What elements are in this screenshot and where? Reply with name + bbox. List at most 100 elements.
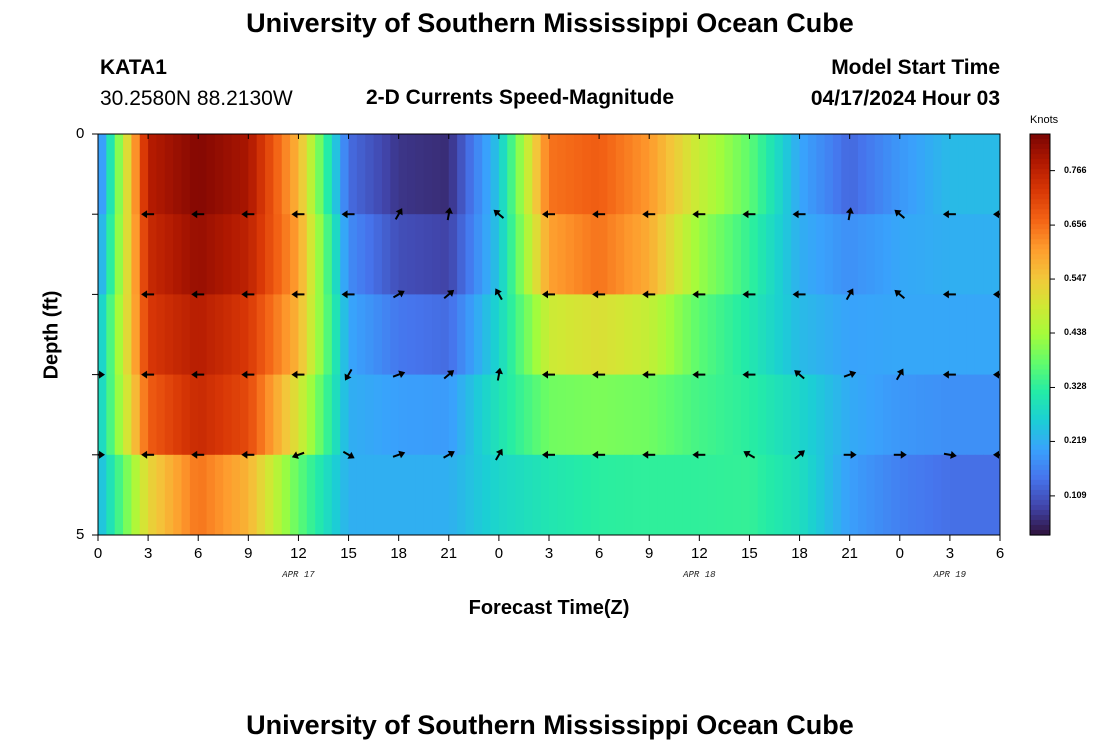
heatmap-cell: [106, 214, 116, 295]
colorbar-tick-label: 0.328: [1064, 381, 1087, 392]
current-arrow: [141, 370, 155, 379]
heatmap-cell: [599, 134, 609, 215]
x-tick-label: 3: [945, 545, 955, 562]
heatmap-cell: [565, 134, 575, 215]
heatmap-cell: [239, 454, 249, 535]
current-arrow: [141, 450, 155, 459]
heatmap-cell: [966, 214, 976, 295]
heatmap-cell: [866, 134, 876, 215]
heatmap-cell: [290, 374, 300, 456]
heatmap-cell: [615, 134, 625, 215]
heatmap-cell: [991, 294, 1000, 376]
heatmap-cell: [682, 454, 692, 535]
heatmap-cell: [716, 134, 725, 215]
heatmap-cell: [507, 454, 517, 535]
heatmap-cell: [916, 294, 926, 376]
x-tick-label: 0: [494, 545, 504, 562]
current-arrow: [894, 209, 906, 219]
heatmap-cell: [340, 134, 350, 215]
heatmap-cell: [298, 214, 308, 295]
current-arrow: [692, 450, 706, 459]
heatmap-cell: [858, 134, 867, 215]
heatmap-cell: [933, 454, 943, 535]
colorbar-swatch: [1030, 514, 1050, 521]
heatmap-cell: [440, 294, 450, 376]
heatmap-cell: [615, 374, 625, 456]
heatmap-cell: [306, 454, 316, 535]
heatmap-cell: [858, 454, 867, 535]
heatmap-cell: [941, 294, 951, 376]
current-arrow: [943, 451, 957, 459]
heatmap-cell: [791, 134, 801, 215]
heatmap-cell: [498, 294, 508, 376]
colorbar-swatch: [1030, 399, 1050, 406]
heatmap-cell: [924, 134, 934, 215]
heatmap-cell: [674, 294, 684, 376]
heatmap-cell: [958, 374, 968, 456]
colorbar-swatch: [1030, 429, 1050, 436]
heatmap-cell: [139, 454, 149, 535]
heatmap-cell: [465, 294, 475, 376]
heatmap-cell: [640, 454, 650, 535]
heatmap-cell: [883, 454, 893, 535]
heatmap-cell: [649, 134, 659, 215]
heatmap-cell: [824, 134, 834, 215]
heatmap-cell: [874, 134, 884, 215]
colorbar-swatch: [1030, 404, 1050, 411]
heatmap-cell: [949, 454, 959, 535]
heatmap-cell: [807, 214, 817, 295]
heatmap-cell: [724, 374, 734, 456]
heatmap-cell: [114, 454, 124, 535]
current-arrow: [341, 210, 355, 219]
colorbar-swatch: [1030, 414, 1050, 421]
x-tick-label: 0: [93, 545, 103, 562]
heatmap-cell: [181, 374, 191, 456]
heatmap-cell: [273, 214, 283, 295]
heatmap-cell: [507, 214, 517, 295]
heatmap-cell: [657, 214, 667, 295]
heatmap-cell: [908, 214, 918, 295]
heatmap-cell: [381, 214, 391, 295]
heatmap-cell: [983, 374, 993, 456]
heatmap-cell: [741, 214, 751, 295]
heatmap-cell: [398, 374, 408, 456]
heatmap-cell: [348, 374, 358, 456]
x-tick-label: 6: [995, 545, 1005, 562]
heatmap-cell: [974, 454, 984, 535]
heatmap-cell: [498, 374, 508, 456]
heatmap-cell: [398, 214, 408, 295]
current-arrow: [592, 210, 606, 219]
colorbar-swatch: [1030, 484, 1050, 491]
heatmap-cell: [933, 294, 943, 376]
current-arrow: [895, 368, 904, 381]
heatmap-cell: [231, 294, 241, 376]
heatmap-cell: [649, 294, 659, 376]
heatmap-cell: [624, 374, 634, 456]
heatmap-cell: [390, 294, 400, 376]
heatmap-cell: [181, 134, 191, 215]
current-arrow: [692, 290, 706, 299]
heatmap-cell: [356, 294, 366, 376]
heatmap-cell: [782, 294, 792, 376]
colorbar-swatch: [1030, 284, 1050, 290]
current-arrow: [743, 450, 756, 459]
heatmap-cell: [223, 134, 233, 215]
heatmap-cell: [582, 214, 592, 295]
heatmap-cell: [599, 454, 609, 535]
heatmap-cell: [665, 454, 675, 535]
heatmap-cell: [807, 294, 817, 376]
current-arrow: [493, 209, 505, 219]
heatmap-cell: [365, 214, 375, 295]
colorbar-swatch: [1030, 199, 1050, 205]
heatmap-cell: [331, 214, 341, 295]
heatmap-cell: [423, 134, 433, 215]
heatmap-cell: [724, 294, 734, 376]
heatmap-cell: [858, 294, 867, 376]
heatmap-cell: [565, 454, 575, 535]
heatmap-cell: [356, 134, 366, 215]
colorbar-swatch: [1030, 489, 1050, 496]
heatmap-cell: [423, 294, 433, 376]
heatmap-cell: [574, 214, 584, 295]
heatmap-cell: [540, 454, 550, 535]
heatmap-cell: [707, 374, 717, 456]
